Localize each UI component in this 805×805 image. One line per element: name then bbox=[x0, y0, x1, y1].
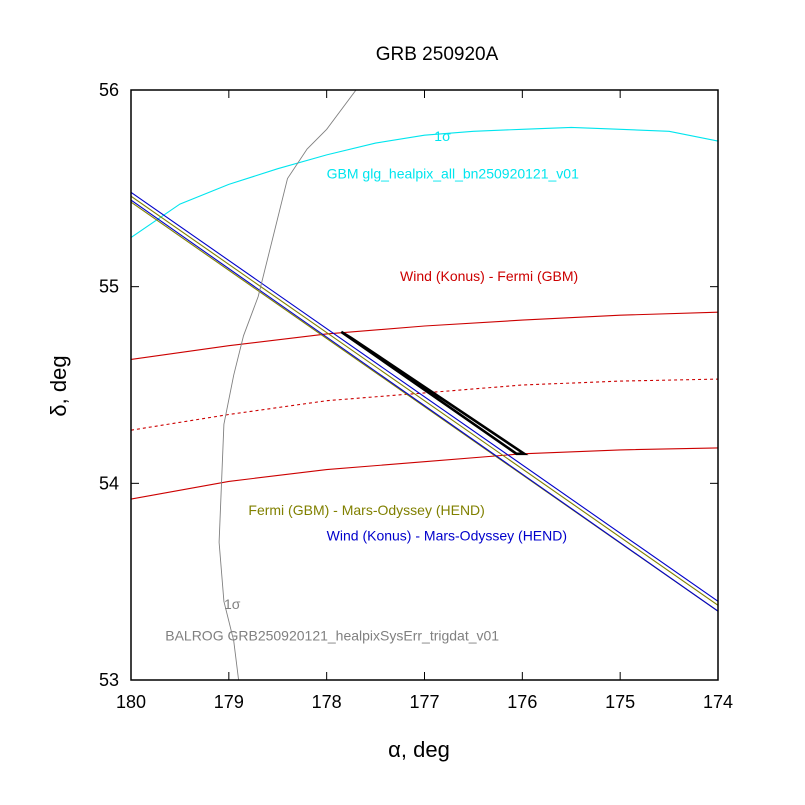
annotation-gbm-sigma: 1σ bbox=[434, 128, 451, 144]
annotation-layer: 1σ GBM glg_healpix_all_bn250920121_v01 Win… bbox=[165, 128, 579, 644]
x-tick-label: 178 bbox=[312, 692, 342, 712]
series-line bbox=[131, 191, 718, 602]
chart-title: GRB 250920A bbox=[376, 44, 499, 65]
series-line bbox=[131, 447, 718, 500]
x-tick-label: 174 bbox=[703, 692, 733, 712]
annotation-konus-gbm-name: Wind (Konus) - Fermi (GBM) bbox=[400, 268, 578, 284]
axis-ticks: 180 179 178 177 176 175 174 53 54 55 56 bbox=[99, 80, 733, 712]
annotation-balrog-sigma: 1σ bbox=[224, 596, 241, 612]
series-line bbox=[218, 90, 357, 680]
series-layer bbox=[131, 90, 718, 680]
annotation-konus-hend-name: Wind (Konus) - Mars-Odyssey (HEND) bbox=[327, 527, 567, 543]
series-line bbox=[131, 378, 718, 431]
y-tick-label: 53 bbox=[99, 670, 119, 690]
series-line bbox=[131, 126, 718, 238]
error-box bbox=[340, 330, 529, 456]
x-tick-label: 177 bbox=[409, 692, 439, 712]
series-line bbox=[131, 195, 718, 606]
y-tick-label: 54 bbox=[99, 473, 119, 493]
x-axis-label: α, deg bbox=[388, 737, 450, 762]
x-tick-label: 175 bbox=[605, 692, 635, 712]
y-tick-label: 55 bbox=[99, 277, 119, 297]
y-tick-label: 56 bbox=[99, 80, 119, 100]
series-line bbox=[131, 311, 718, 360]
y-axis-label: δ, deg bbox=[46, 355, 71, 416]
annotation-balrog-name: BALROG GRB250920121_healpixSysErr_trigda… bbox=[165, 628, 499, 644]
x-tick-label: 179 bbox=[214, 692, 244, 712]
series-line bbox=[131, 199, 718, 612]
annotation-gbm-hend-name: Fermi (GBM) - Mars-Odyssey (HEND) bbox=[248, 502, 484, 518]
x-tick-label: 176 bbox=[507, 692, 537, 712]
x-tick-label: 180 bbox=[116, 692, 146, 712]
annotation-gbm-name: GBM glg_healpix_all_bn250920121_v01 bbox=[327, 166, 579, 182]
